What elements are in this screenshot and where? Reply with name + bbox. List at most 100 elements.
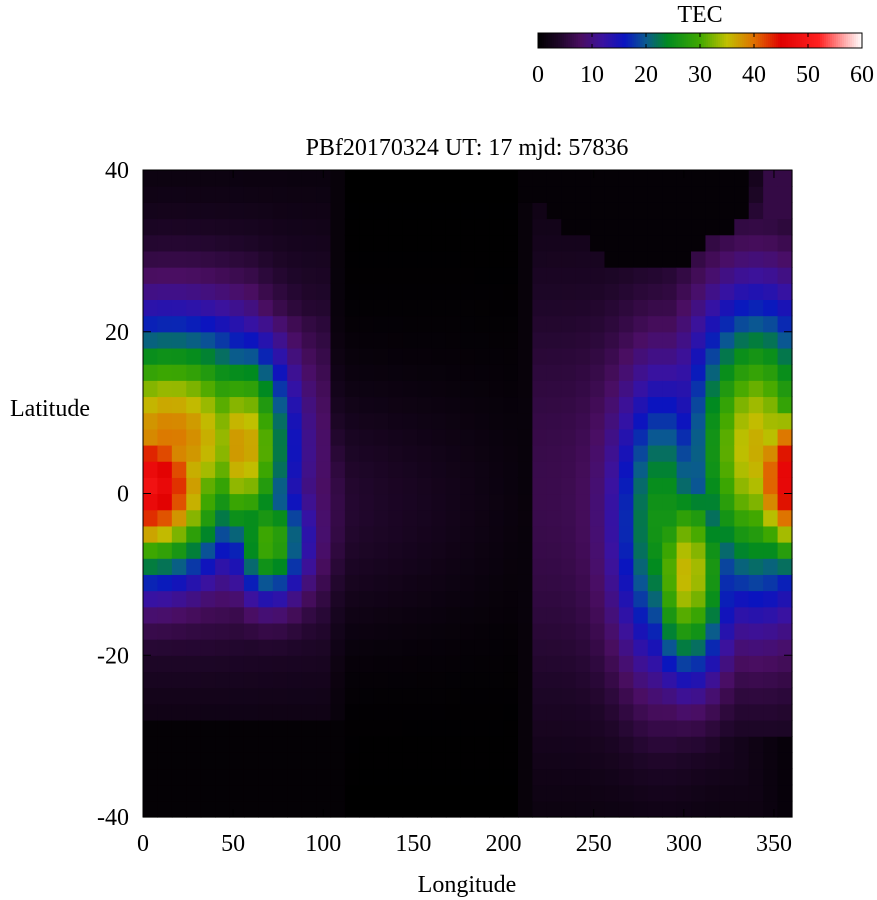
heatmap-cell	[157, 542, 173, 559]
heatmap-cell	[489, 736, 505, 753]
heatmap-cell	[517, 412, 533, 430]
heatmap-cell	[373, 412, 389, 430]
heatmap-cell	[647, 703, 663, 721]
heatmap-cell	[445, 380, 461, 398]
heatmap-cell	[171, 170, 187, 187]
heatmap-cell	[647, 202, 663, 220]
colorbar-cell	[768, 33, 771, 48]
heatmap-cell	[258, 461, 274, 478]
heatmap-cell	[229, 493, 245, 511]
heatmap-cell	[662, 768, 678, 786]
heatmap-cell	[171, 622, 187, 640]
heatmap-cell	[705, 218, 721, 236]
colorbar-cell	[764, 33, 767, 48]
heatmap-cell	[734, 250, 750, 268]
heatmap-cell	[243, 493, 259, 511]
heatmap-cell	[474, 800, 490, 818]
heatmap-cell	[359, 622, 375, 640]
heatmap-cell	[344, 428, 360, 446]
heatmap-cell	[215, 315, 231, 333]
heatmap-cell	[546, 283, 562, 300]
heatmap-cell	[691, 461, 707, 478]
colorbar-cell	[718, 33, 721, 48]
heatmap-cell	[734, 331, 750, 349]
heatmap-cell	[705, 622, 721, 640]
heatmap-cell	[229, 186, 245, 203]
heatmap-cell	[258, 412, 274, 430]
heatmap-cell	[388, 380, 404, 398]
heatmap-cell	[272, 234, 288, 252]
heatmap-cell	[272, 444, 288, 462]
heatmap-cell	[777, 655, 793, 673]
heatmap-cell	[691, 687, 707, 705]
heatmap-cell	[575, 267, 591, 284]
heatmap-cell	[662, 364, 678, 381]
heatmap-cell	[359, 477, 375, 495]
heatmap-cell	[532, 800, 548, 818]
heatmap-cell	[171, 542, 187, 559]
colorbar-cell	[588, 33, 591, 48]
heatmap-cell	[171, 477, 187, 495]
heatmap-cell	[561, 525, 577, 543]
heatmap-cell	[662, 590, 678, 608]
heatmap-cell	[402, 218, 418, 236]
heatmap-cell	[676, 380, 692, 398]
heatmap-cell	[777, 574, 793, 592]
heatmap-cell	[763, 752, 779, 770]
heatmap-cell	[618, 380, 634, 398]
heatmap-cell	[445, 299, 461, 317]
heatmap-cell	[431, 719, 447, 737]
heatmap-cell	[705, 655, 721, 673]
colorbar-cell	[684, 33, 687, 48]
heatmap-cell	[705, 461, 721, 478]
colorbar-cell	[594, 33, 597, 48]
heatmap-cell	[532, 477, 548, 495]
heatmap-cell	[734, 622, 750, 640]
heatmap-cell	[402, 768, 418, 786]
heatmap-cell	[316, 186, 332, 203]
heatmap-cell	[532, 671, 548, 689]
heatmap-cell	[215, 477, 231, 495]
colorbar-cell	[770, 33, 773, 48]
heatmap-cell	[417, 752, 433, 770]
heatmap-cell	[143, 396, 159, 414]
heatmap-cell	[561, 606, 577, 624]
heatmap-cell	[734, 736, 750, 753]
colorbar-cell	[546, 33, 549, 48]
heatmap-cell	[590, 477, 606, 495]
heatmap-cell	[330, 396, 346, 414]
heatmap-cell	[575, 493, 591, 511]
heatmap-cell	[287, 687, 303, 705]
heatmap-cell	[676, 267, 692, 284]
heatmap-cell	[618, 703, 634, 721]
heatmap-cell	[662, 347, 678, 365]
heatmap-cell	[316, 444, 332, 462]
heatmap-cell	[215, 396, 231, 414]
heatmap-cell	[532, 606, 548, 624]
heatmap-cell	[618, 558, 634, 575]
heatmap-cell	[604, 590, 620, 608]
colorbar-cell	[822, 33, 825, 48]
heatmap-cell	[590, 687, 606, 705]
heatmap-cell	[734, 234, 750, 252]
heatmap-cell	[532, 444, 548, 462]
heatmap-cell	[604, 364, 620, 381]
heatmap-cell	[532, 380, 548, 398]
heatmap-cell	[662, 380, 678, 398]
heatmap-cell	[532, 202, 548, 220]
heatmap-cell	[748, 234, 764, 252]
heatmap-cell	[474, 542, 490, 559]
heatmap-cell	[474, 170, 490, 187]
heatmap-cell	[200, 590, 216, 608]
heatmap-cell	[748, 250, 764, 268]
heatmap-cell	[489, 202, 505, 220]
heatmap-cell	[517, 299, 533, 317]
heatmap-cell	[719, 218, 735, 236]
heatmap-cell	[532, 590, 548, 608]
heatmap-cell	[503, 574, 519, 592]
heatmap-cell	[676, 655, 692, 673]
heatmap-cell	[373, 752, 389, 770]
heatmap-cell	[748, 396, 764, 414]
heatmap-cell	[618, 444, 634, 462]
heatmap-cell	[503, 493, 519, 511]
